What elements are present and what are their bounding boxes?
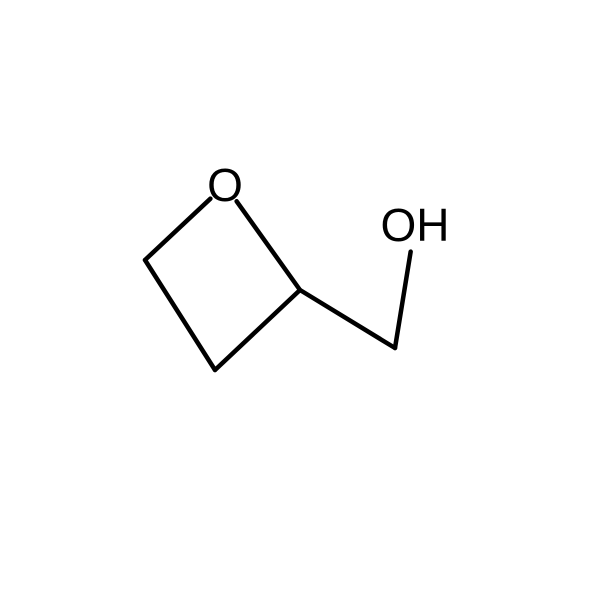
molecule-canvas: O OH: [0, 0, 600, 600]
bond: [237, 201, 300, 290]
atom-label-OH: OH: [381, 199, 450, 251]
bond: [145, 199, 210, 260]
bond: [145, 260, 215, 370]
bond: [395, 252, 411, 348]
bond: [300, 290, 395, 348]
bond: [215, 290, 300, 370]
atom-label-O_ring: O: [207, 159, 243, 211]
